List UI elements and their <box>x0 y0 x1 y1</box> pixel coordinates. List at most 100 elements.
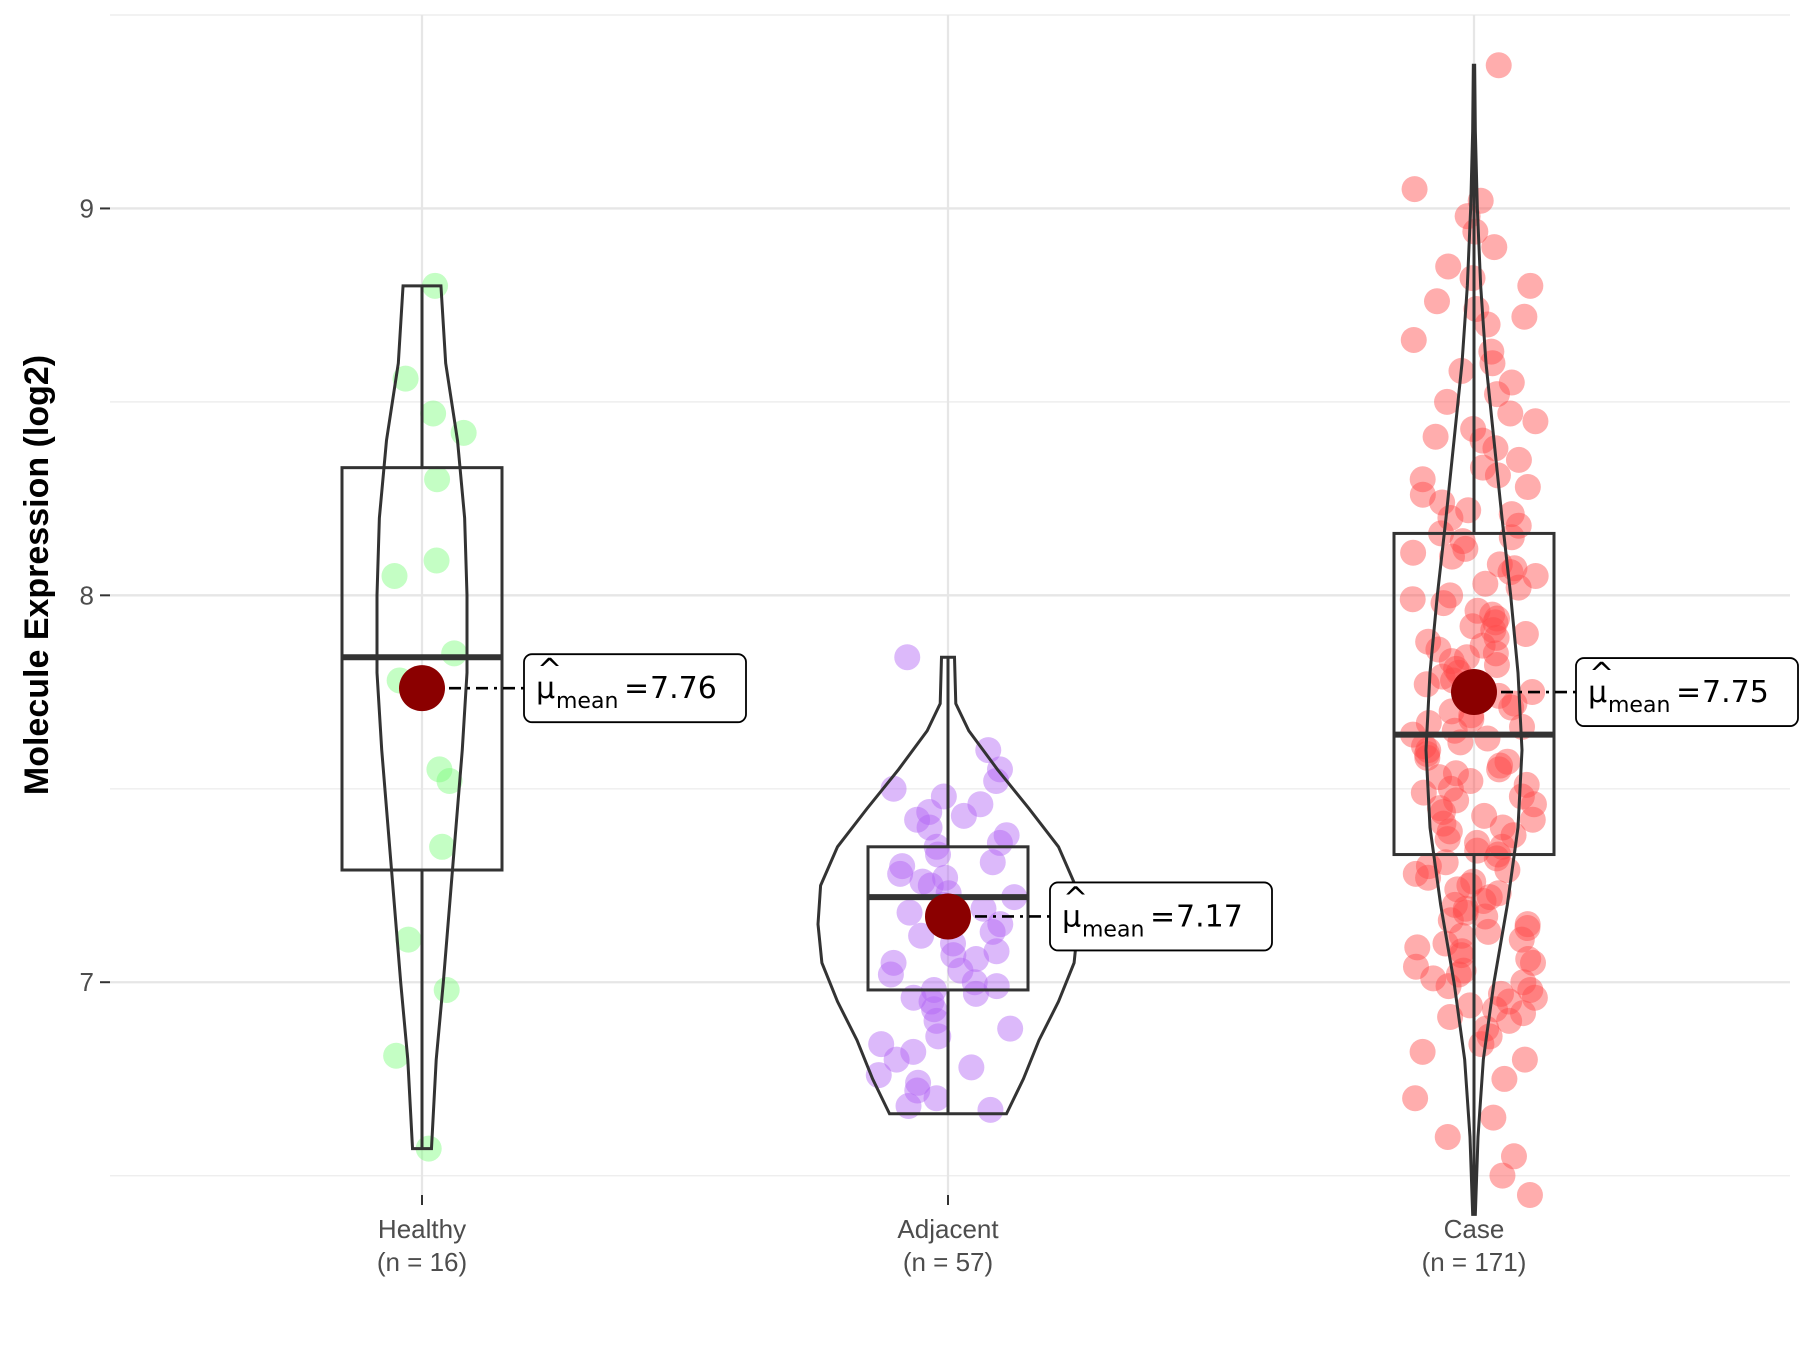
data-point <box>1429 798 1456 825</box>
data-point <box>950 802 977 829</box>
box-healthy <box>340 466 504 872</box>
data-point <box>1409 1038 1436 1065</box>
data-point <box>1498 369 1525 396</box>
data-point <box>1452 535 1479 562</box>
data-point <box>420 400 447 427</box>
data-point <box>1519 949 1546 976</box>
data-point <box>1484 605 1511 632</box>
data-point <box>1496 988 1523 1015</box>
data-point <box>436 768 463 795</box>
data-point <box>392 365 419 392</box>
mean-symbol: μ <box>536 671 555 706</box>
data-point <box>975 737 1002 764</box>
series-adjacent: ^μ mean = 7.17 <box>816 644 1273 1123</box>
y-tick-label: 7 <box>80 967 94 997</box>
data-point <box>1464 829 1491 856</box>
data-point <box>1435 253 1462 280</box>
data-point <box>1453 644 1480 671</box>
data-point <box>1514 911 1541 938</box>
data-point <box>1432 930 1459 957</box>
data-point <box>1435 973 1462 1000</box>
data-point <box>1420 965 1447 992</box>
data-point <box>441 640 468 667</box>
mean-subscript: mean <box>1082 917 1144 942</box>
series-healthy: ^μ mean = 7.76 <box>340 272 747 1162</box>
data-point <box>917 872 944 899</box>
data-point <box>979 849 1006 876</box>
data-point <box>1508 926 1535 953</box>
data-point <box>986 829 1013 856</box>
data-point <box>1517 976 1544 1003</box>
data-point <box>426 756 453 783</box>
data-point <box>1449 938 1476 965</box>
mean-label-box <box>1575 657 1799 727</box>
mean-label-healthy: ^μ mean = 7.76 <box>523 653 747 724</box>
data-point <box>916 814 943 841</box>
data-point <box>1516 1182 1543 1208</box>
data-point <box>424 466 451 493</box>
data-point <box>1485 880 1512 907</box>
data-point <box>1497 400 1524 427</box>
data-point <box>433 976 460 1003</box>
data-point <box>1441 891 1468 918</box>
data-point <box>918 988 945 1015</box>
data-point <box>1510 969 1537 996</box>
mean-subscript: mean <box>1608 693 1670 718</box>
data-point <box>1472 570 1499 597</box>
data-point <box>1443 787 1470 814</box>
data-point <box>1519 806 1546 833</box>
data-point <box>983 938 1010 965</box>
y-tick-label: 9 <box>80 193 94 223</box>
data-point <box>904 806 931 833</box>
data-point <box>1400 539 1427 566</box>
data-point <box>1410 779 1437 806</box>
data-point <box>1469 454 1496 481</box>
mean-point <box>399 665 445 712</box>
mean-label-adjacent: ^μ mean = 7.17 <box>1049 881 1273 952</box>
mean-hat: ^ <box>1063 881 1088 916</box>
data-point <box>1522 408 1549 435</box>
mean-hat: ^ <box>537 653 562 688</box>
data-point <box>1483 624 1510 651</box>
data-point <box>916 798 943 825</box>
data-point <box>905 1069 932 1096</box>
mean-equals: = <box>1150 899 1175 934</box>
data-point <box>1452 899 1479 926</box>
data-point <box>930 783 957 810</box>
data-point <box>947 957 974 984</box>
data-point <box>1494 857 1521 884</box>
data-point <box>1474 311 1501 338</box>
mean-value: 7.76 <box>650 671 717 706</box>
mean-symbol: μ <box>1588 675 1607 710</box>
data-point <box>1511 303 1538 330</box>
data-point <box>381 562 408 589</box>
data-point <box>904 1077 931 1104</box>
data-point <box>1470 887 1497 914</box>
data-point <box>894 644 921 671</box>
data-point <box>1411 733 1438 760</box>
data-point <box>1476 1023 1503 1050</box>
data-point <box>940 942 967 969</box>
data-point <box>1409 466 1436 493</box>
data-point <box>958 1054 985 1081</box>
data-point <box>1448 922 1475 949</box>
data-point <box>963 946 990 972</box>
data-point <box>1515 946 1542 972</box>
data-point <box>932 864 959 891</box>
data-point <box>1480 1104 1507 1131</box>
data-point <box>1422 423 1449 450</box>
data-point <box>1514 474 1541 500</box>
data-point <box>923 1085 950 1112</box>
data-point <box>423 547 450 574</box>
data-point <box>1475 918 1502 945</box>
data-point <box>1497 559 1524 586</box>
data-point <box>1512 621 1539 648</box>
data-point <box>1511 1046 1538 1073</box>
data-point <box>1494 748 1521 775</box>
data-point <box>877 961 904 988</box>
data-point <box>1402 860 1429 887</box>
mean-equals: = <box>624 671 649 706</box>
points-adjacent <box>865 644 1028 1123</box>
data-point <box>1402 1085 1429 1112</box>
